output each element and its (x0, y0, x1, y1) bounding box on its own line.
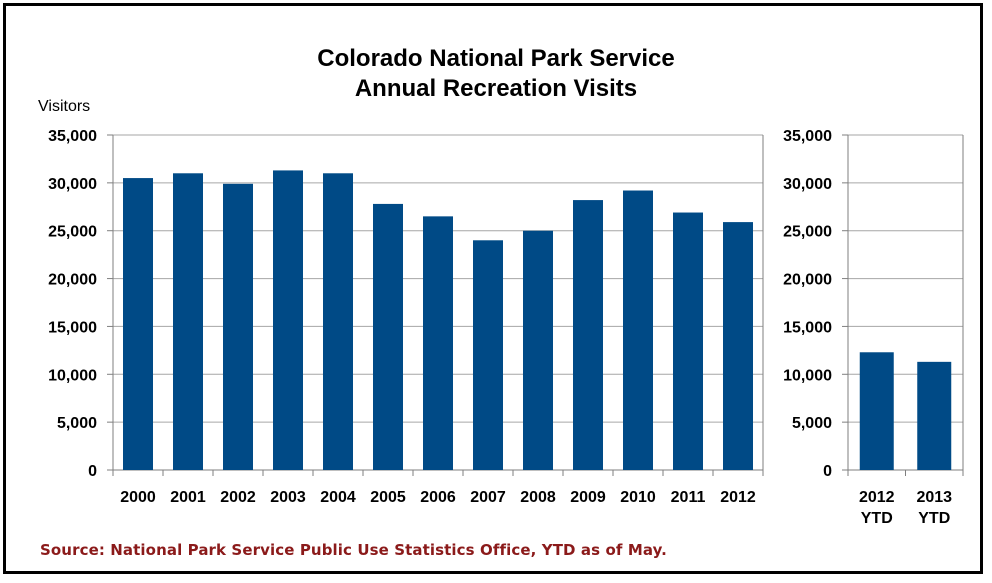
main-x-tick-label: 2009 (570, 489, 606, 506)
ytd-y-tick-label: 30,000 (783, 176, 832, 193)
main-bar (373, 204, 403, 470)
ytd-y-tick-label: 35,000 (783, 128, 832, 145)
main-x-tick-label: 2006 (420, 489, 456, 506)
main-bar (273, 170, 303, 470)
main-x-tick-label: 2005 (370, 489, 406, 506)
main-y-tick-label: 0 (88, 463, 97, 480)
source-note: Source: National Park Service Public Use… (40, 541, 667, 559)
ytd-y-tick-label: 0 (823, 463, 832, 480)
main-x-tick-label: 2010 (620, 489, 656, 506)
main-bar (123, 178, 153, 470)
main-bar (173, 173, 203, 470)
main-x-tick-label: 2004 (320, 489, 356, 506)
ytd-x-tick-label: 2012 (859, 489, 895, 506)
main-y-tick-label: 5,000 (57, 415, 97, 432)
main-x-tick-label: 2002 (220, 489, 256, 506)
main-bar (623, 191, 653, 470)
ytd-x-tick-label: YTD (861, 510, 893, 527)
ytd-x-tick-label: YTD (918, 510, 950, 527)
main-x-tick-label: 2003 (270, 489, 306, 506)
ytd-y-tick-label: 5,000 (792, 415, 832, 432)
main-x-tick-label: 2001 (170, 489, 206, 506)
ytd-x-tick-label: 2013 (916, 489, 952, 506)
main-y-tick-label: 15,000 (48, 319, 97, 336)
ytd-y-tick-label: 20,000 (783, 272, 832, 289)
main-bar (323, 173, 353, 470)
main-bar (723, 222, 753, 470)
ytd-y-tick-label: 15,000 (783, 319, 832, 336)
main-bar (423, 216, 453, 470)
main-bar (673, 213, 703, 470)
main-bar (523, 231, 553, 470)
ytd-bar (917, 362, 951, 470)
main-bar (573, 200, 603, 470)
main-y-tick-label: 10,000 (48, 367, 97, 384)
main-y-tick-label: 30,000 (48, 176, 97, 193)
ytd-bar (860, 352, 894, 470)
main-bar (223, 184, 253, 470)
main-y-tick-label: 20,000 (48, 272, 97, 289)
main-x-tick-label: 2012 (720, 489, 756, 506)
main-bar (473, 240, 503, 470)
main-x-tick-label: 2008 (520, 489, 556, 506)
main-x-tick-label: 2000 (120, 489, 156, 506)
ytd-y-tick-label: 10,000 (783, 367, 832, 384)
main-x-tick-label: 2007 (470, 489, 506, 506)
ytd-y-tick-label: 25,000 (783, 224, 832, 241)
main-y-tick-label: 35,000 (48, 128, 97, 145)
main-y-tick-label: 25,000 (48, 224, 97, 241)
main-x-tick-label: 2011 (671, 489, 706, 506)
